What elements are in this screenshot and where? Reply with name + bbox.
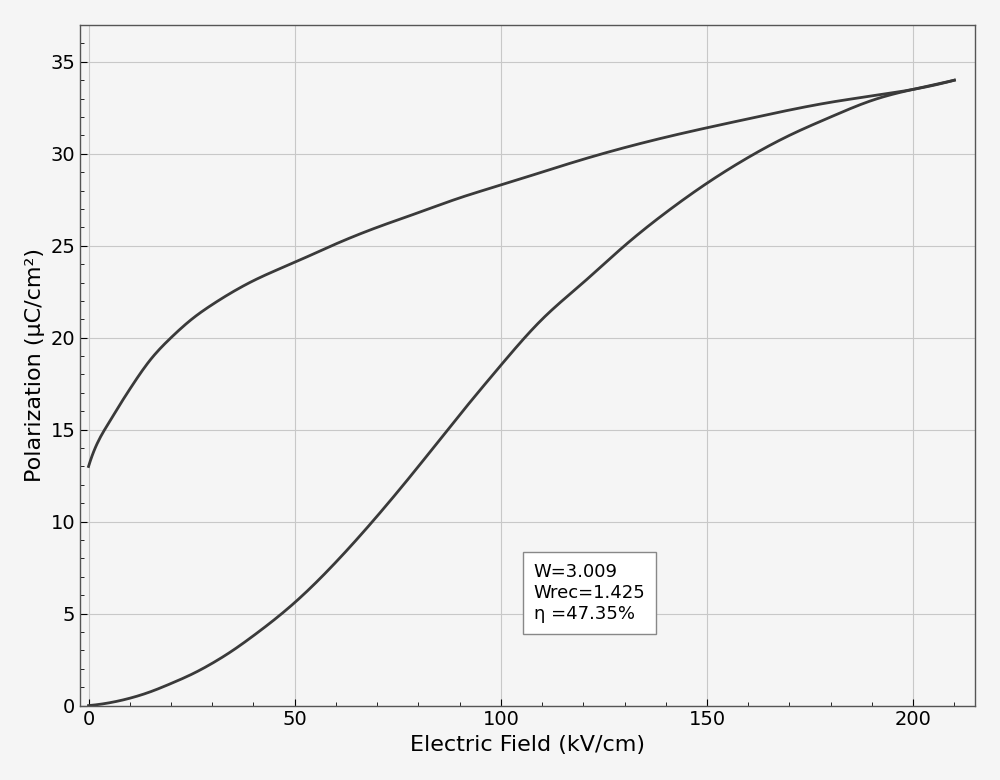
Text: W=3.009
Wrec=1.425
η =47.35%: W=3.009 Wrec=1.425 η =47.35% <box>534 563 646 622</box>
X-axis label: Electric Field (kV/cm): Electric Field (kV/cm) <box>410 735 645 755</box>
Y-axis label: Polarization (μC/cm²): Polarization (μC/cm²) <box>25 248 45 482</box>
